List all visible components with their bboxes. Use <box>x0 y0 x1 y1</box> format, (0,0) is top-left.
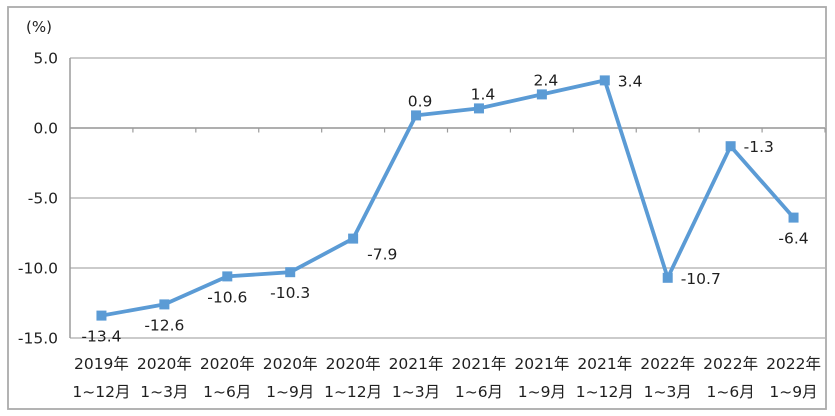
x-category-year-label: 2021年 <box>389 355 444 373</box>
x-category-months-label: 1~3月 <box>644 383 692 401</box>
data-point-marker <box>222 271 233 282</box>
x-category-months-label: 1~6月 <box>455 383 503 401</box>
data-point-marker <box>599 75 610 86</box>
x-category-months-label: 1~6月 <box>707 383 755 401</box>
data-label: 3.4 <box>618 72 643 90</box>
x-category-year-label: 2021年 <box>577 355 632 373</box>
x-category-year-label: 2021年 <box>514 355 569 373</box>
x-category-year-label: 2021年 <box>451 355 506 373</box>
chart-border <box>7 6 827 410</box>
x-category-year-label: 2020年 <box>263 355 318 373</box>
y-tick-label: 0.0 <box>33 120 58 138</box>
data-point-marker <box>411 110 422 121</box>
data-label: -7.9 <box>367 246 397 264</box>
x-category-months-label: 1~9月 <box>518 383 566 401</box>
data-point-marker <box>662 272 673 283</box>
y-tick-label: 5.0 <box>33 50 58 68</box>
y-tick-label: -10.0 <box>18 260 58 278</box>
data-point-marker <box>96 310 107 321</box>
data-label: -10.6 <box>207 288 247 306</box>
data-point-marker <box>348 233 359 244</box>
x-category-months-label: 1~12月 <box>576 383 634 401</box>
data-point-marker <box>473 103 484 114</box>
y-tick-label: -15.0 <box>18 330 58 348</box>
x-category-months-label: 1~12月 <box>324 383 382 401</box>
x-category-year-label: 2022年 <box>766 355 821 373</box>
data-point-marker <box>725 141 736 152</box>
y-axis-unit-label: (%) <box>26 18 52 36</box>
y-tick-label: -5.0 <box>28 190 58 208</box>
x-category-year-label: 2022年 <box>640 355 695 373</box>
x-category-year-label: 2022年 <box>703 355 758 373</box>
data-label: -10.7 <box>681 270 721 288</box>
data-label: -10.3 <box>270 284 310 302</box>
x-category-months-label: 1~9月 <box>266 383 314 401</box>
data-point-marker <box>285 267 296 278</box>
x-category-year-label: 2019年 <box>74 355 129 373</box>
x-category-year-label: 2020年 <box>326 355 381 373</box>
x-category-months-label: 1~12月 <box>72 383 130 401</box>
data-label: -13.4 <box>81 328 121 346</box>
data-label: 1.4 <box>471 85 496 103</box>
data-label: 0.9 <box>408 92 433 110</box>
x-category-year-label: 2020年 <box>200 355 255 373</box>
data-line <box>99 78 796 318</box>
data-label: -6.4 <box>778 230 808 248</box>
x-category-year-label: 2020年 <box>137 355 192 373</box>
x-category-months-label: 1~6月 <box>203 383 251 401</box>
x-category-months-label: 1~3月 <box>392 383 440 401</box>
data-point-marker <box>536 89 547 100</box>
data-point-marker <box>159 299 170 310</box>
data-point-marker <box>788 212 799 223</box>
x-category-months-label: 1~3月 <box>140 383 188 401</box>
data-label: -12.6 <box>144 316 184 334</box>
x-category-months-label: 1~9月 <box>769 383 817 401</box>
data-label: -1.3 <box>744 138 774 156</box>
data-label: 2.4 <box>534 71 559 89</box>
